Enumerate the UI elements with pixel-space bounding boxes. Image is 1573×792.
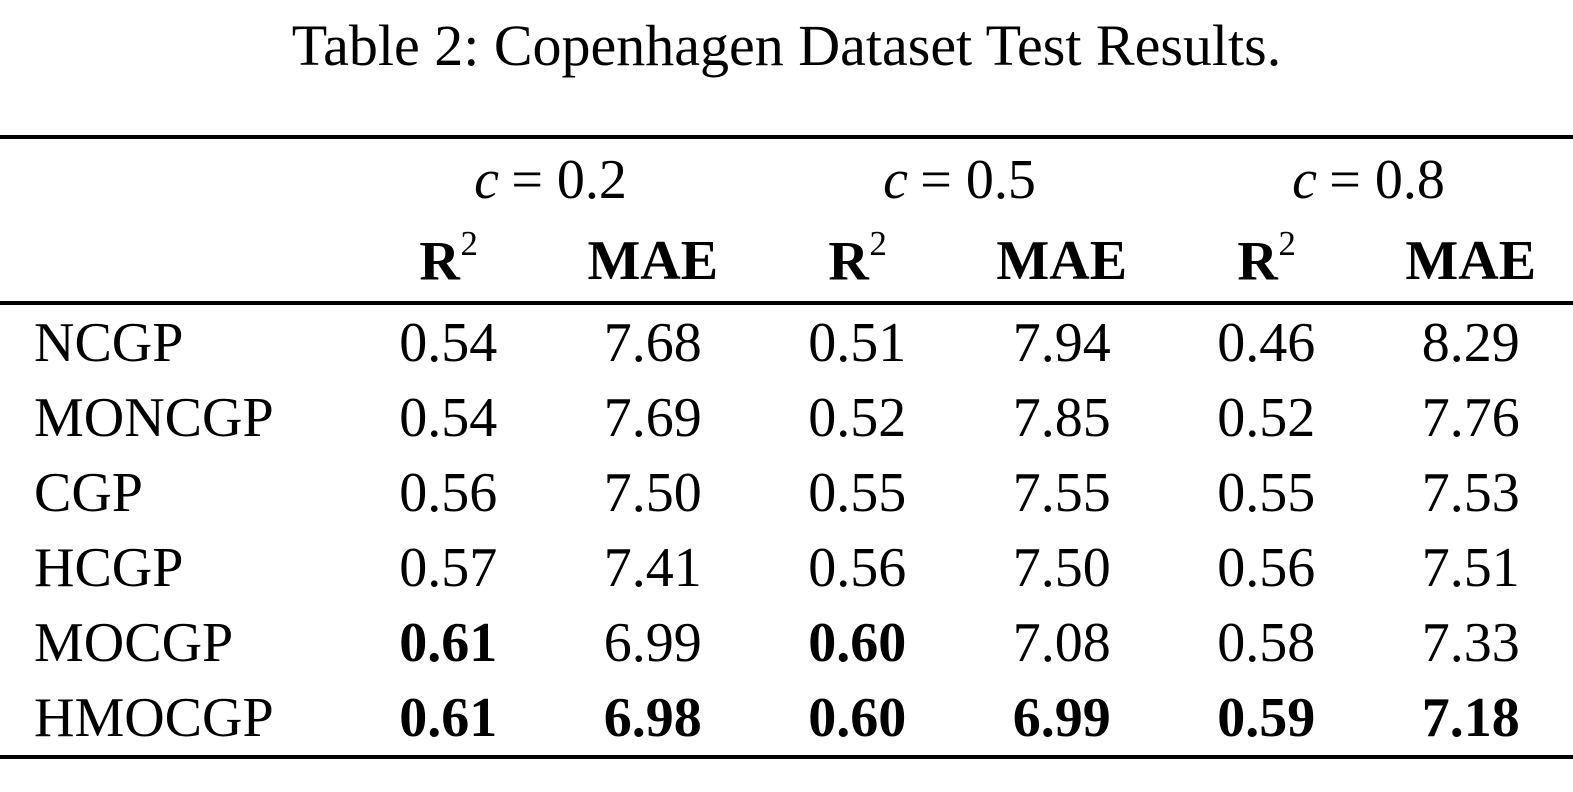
cell-value: 0.57 (399, 536, 498, 599)
corner-cell (0, 137, 346, 220)
header-mae-c05: MAE (959, 220, 1164, 306)
cell-value: 0.54 (399, 311, 498, 374)
cell-value: 0.55 (808, 461, 907, 524)
cell-value: 6.99 (603, 611, 702, 674)
r2-superscript: 2 (869, 224, 887, 264)
cell-value: 7.41 (603, 536, 702, 599)
cell-value: 7.51 (1421, 536, 1520, 599)
row-label: NCGP (34, 311, 184, 374)
cell-value: 0.51 (808, 311, 907, 374)
cell-value: 7.76 (1421, 386, 1520, 449)
cell-value: 7.55 (1012, 461, 1111, 524)
cell-value: 0.46 (1217, 311, 1316, 374)
table-row: HMOCGP 0.61 6.98 0.60 6.99 0.59 7.18 (0, 680, 1573, 757)
header-r2-c08: R2 (1163, 220, 1369, 306)
table-row: MOCGP 0.61 6.99 0.60 7.08 0.58 7.33 (0, 605, 1573, 680)
table-row: HCGP 0.57 7.41 0.56 7.50 0.56 7.51 (0, 530, 1573, 605)
c-variable: c (883, 148, 908, 211)
cell-value: 7.08 (1012, 611, 1111, 674)
c-value: = 0.8 (1329, 148, 1445, 211)
table-caption: Table 2: Copenhagen Dataset Test Results… (291, 13, 1282, 78)
cell-value: 7.50 (603, 461, 702, 524)
header-mae-c08: MAE (1368, 220, 1573, 306)
cell-value: 7.68 (603, 311, 702, 374)
cell-value: 8.29 (1421, 311, 1520, 374)
r2-label: R (828, 230, 869, 293)
c-variable: c (474, 148, 499, 211)
r2-superscript: 2 (1278, 224, 1296, 264)
row-label: MONCGP (34, 386, 274, 449)
c-value: = 0.2 (511, 148, 627, 211)
cell-value: 7.53 (1421, 461, 1520, 524)
cell-value: 0.61 (399, 686, 498, 749)
cell-value: 7.69 (603, 386, 702, 449)
table-row: MONCGP 0.54 7.69 0.52 7.85 0.52 7.76 (0, 380, 1573, 455)
cell-value: 0.56 (808, 536, 907, 599)
cell-value: 0.56 (1217, 536, 1316, 599)
group-header-row: c = 0.2 c = 0.5 c = 0.8 (0, 137, 1573, 220)
cell-value: 7.50 (1012, 536, 1111, 599)
row-label: MOCGP (34, 611, 234, 674)
row-label: HCGP (34, 536, 184, 599)
cell-value: 7.33 (1421, 611, 1520, 674)
cell-value: 0.56 (399, 461, 498, 524)
header-r2-c02: R2 (346, 220, 551, 306)
cell-value: 0.55 (1217, 461, 1316, 524)
table-row: CGP 0.56 7.50 0.55 7.55 0.55 7.53 (0, 455, 1573, 530)
r2-label: R (419, 230, 460, 293)
cell-value: 0.52 (808, 386, 907, 449)
metric-header-row: R2 MAE R2 MAE R2 MAE (0, 220, 1573, 306)
cell-value: 6.99 (1012, 686, 1111, 749)
cell-value: 7.85 (1012, 386, 1111, 449)
group-header-c05: c = 0.5 (755, 137, 1164, 220)
row-label: CGP (34, 461, 143, 524)
r2-label: R (1237, 230, 1278, 293)
table-body: NCGP 0.54 7.68 0.51 7.94 0.46 8.29 MONCGP 0.54 7.… (0, 303, 1573, 757)
corner-cell (0, 220, 347, 306)
row-label: HMOCGP (34, 686, 274, 749)
group-header-c02: c = 0.2 (346, 137, 755, 220)
cell-value: 0.58 (1217, 611, 1316, 674)
cell-value: 0.61 (399, 611, 498, 674)
cell-value: 0.52 (1217, 386, 1316, 449)
cell-value: 0.59 (1217, 686, 1316, 749)
results-table: c = 0.2 c = 0.5 c = 0.8 R2 MAE R2 MAE R2 MA… (0, 135, 1573, 760)
table-row: NCGP 0.54 7.68 0.51 7.94 0.46 8.29 (0, 303, 1573, 380)
group-header-c08: c = 0.8 (1164, 137, 1573, 220)
header-r2-c05: R2 (755, 220, 960, 306)
cell-value: 6.98 (603, 686, 702, 749)
cell-value: 0.60 (808, 686, 907, 749)
c-value: = 0.5 (920, 148, 1036, 211)
cell-value: 0.60 (808, 611, 907, 674)
cell-value: 7.18 (1421, 686, 1520, 749)
c-variable: c (1292, 148, 1317, 211)
cell-value: 7.94 (1012, 311, 1111, 374)
table-header: c = 0.2 c = 0.5 c = 0.8 R2 MAE R2 MAE R2 MA… (0, 137, 1573, 306)
cell-value: 0.54 (399, 386, 498, 449)
r2-superscript: 2 (460, 224, 478, 264)
header-mae-c02: MAE (550, 220, 756, 306)
